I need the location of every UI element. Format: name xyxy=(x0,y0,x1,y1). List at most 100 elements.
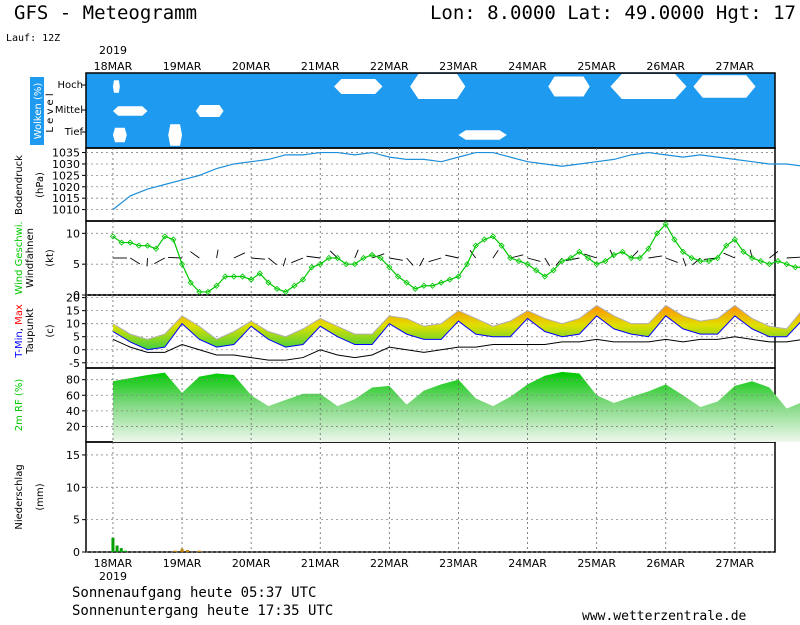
date-label-bottom: 25MAR xyxy=(577,557,616,570)
cloud-level-label: Hoch xyxy=(58,80,83,91)
wind-speed-point xyxy=(489,233,497,240)
wind-barb xyxy=(419,257,425,267)
clear-sky-patch xyxy=(334,79,383,94)
wind-speed-point xyxy=(291,282,298,289)
dewpoint-line xyxy=(112,336,800,361)
clear-sky-patch xyxy=(168,124,183,146)
date-label-top: 20MAR xyxy=(232,60,271,73)
wind-speed-point xyxy=(265,279,272,286)
wind-barb xyxy=(682,257,687,267)
cloud-axis-label: Wolken (%) xyxy=(33,83,44,140)
wind-speed-point xyxy=(178,261,186,268)
date-label-bottom: 26MAR xyxy=(646,557,685,570)
tmin-line xyxy=(112,315,800,351)
y-tick-label: 1025 xyxy=(52,169,80,182)
y-tick-label: 0 xyxy=(73,344,80,357)
wind-barb xyxy=(371,253,385,259)
wind-speed-point xyxy=(783,261,790,268)
wind-speed-point xyxy=(705,258,713,265)
page-title: GFS - Meteogramm xyxy=(14,2,198,24)
wind-speed-point xyxy=(541,273,548,280)
cloud-level-label: Tief xyxy=(64,127,84,138)
wind-barb xyxy=(584,253,597,259)
wind-speed-point xyxy=(299,276,307,283)
y-tick-label: 1030 xyxy=(52,158,80,171)
panel-frame xyxy=(85,147,776,222)
clear-sky-patch xyxy=(410,74,466,99)
date-label-bottom: 19MAR xyxy=(163,557,202,570)
wind-barb xyxy=(154,257,165,265)
precip-bar xyxy=(197,550,201,552)
clear-sky-patch xyxy=(693,75,756,98)
wind-speed-point xyxy=(533,267,540,274)
wind-unit-label: (kt) xyxy=(45,249,56,267)
wind-speed-point xyxy=(654,230,661,237)
wind-speed-point xyxy=(688,254,695,262)
date-label-bottom: 24MAR xyxy=(508,557,547,570)
wind-speed-point xyxy=(222,273,229,280)
y-tick-label: 0 xyxy=(73,546,80,559)
precip-bar xyxy=(123,550,127,552)
wind-barb xyxy=(469,250,477,259)
wind-speed-point xyxy=(196,288,203,295)
y-tick-label: 5 xyxy=(73,331,80,344)
wind-speed-point xyxy=(567,254,574,262)
wind-speed-point xyxy=(273,285,281,292)
wind-barb xyxy=(428,257,442,263)
wind-speed-point xyxy=(317,261,324,268)
date-label-top: 22MAR xyxy=(370,60,409,73)
wind-barb xyxy=(291,257,304,264)
wind-barb xyxy=(233,252,246,259)
wind-barb xyxy=(492,249,499,259)
wind-speed-point xyxy=(256,270,263,277)
wind-speed-point xyxy=(671,236,678,243)
model-run: Lauf: 12Z xyxy=(6,33,61,44)
wind-barb xyxy=(406,257,414,266)
wind-speed-point xyxy=(204,288,212,295)
y-tick-label: 1020 xyxy=(52,181,80,194)
wind-speed-point xyxy=(239,273,246,280)
wind-speed-point xyxy=(697,258,704,265)
wind-speed-point xyxy=(559,258,566,265)
temperature-axis-label: T-Min, Max xyxy=(14,304,25,359)
pressure-line xyxy=(112,151,800,211)
date-label-top: 23MAR xyxy=(439,60,478,73)
windbarb-axis-label: Windfahnen xyxy=(25,228,36,288)
date-label-top: 25MAR xyxy=(577,60,616,73)
wind-speed-point xyxy=(472,242,479,249)
wind-speed-point xyxy=(308,264,315,271)
clear-sky-patch xyxy=(548,76,590,97)
wind-speed-point xyxy=(144,242,151,249)
wind-barb xyxy=(354,249,359,259)
wind-speed-point xyxy=(515,258,522,265)
wind-speed-point xyxy=(602,258,609,265)
y-tick-label: 0 xyxy=(73,289,80,302)
wind-speed-point xyxy=(610,251,617,258)
date-label-top: 19MAR xyxy=(163,60,202,73)
wind-barb xyxy=(190,251,200,259)
wind-speed-point xyxy=(153,245,160,252)
wind-speed-point xyxy=(792,264,799,271)
wind-barb xyxy=(648,255,663,259)
year-label-bottom: 2019 xyxy=(99,570,127,583)
wind-barb xyxy=(389,257,403,261)
clear-sky-patch xyxy=(610,74,687,99)
y-tick-label: 15 xyxy=(66,305,80,318)
wind-speed-point xyxy=(412,285,419,292)
date-label-top: 26MAR xyxy=(646,60,685,73)
wind-speed-point xyxy=(187,279,194,286)
wind-speed-point xyxy=(369,251,376,258)
cloud-level-label: Mittel xyxy=(55,105,83,116)
wind-speed-point xyxy=(386,264,393,271)
temperature-unit-label: (c) xyxy=(45,324,56,337)
wind-barb xyxy=(723,252,736,259)
cloud-label-bg xyxy=(30,77,44,145)
wind-speed-point xyxy=(394,273,402,280)
panel-frame xyxy=(85,72,776,149)
wind-speed-point xyxy=(464,261,471,268)
precip-unit-label: (mm) xyxy=(35,483,46,510)
wind-speed-point xyxy=(377,254,384,262)
y-tick-label: 60 xyxy=(66,389,80,402)
wind-speed-point xyxy=(723,242,730,249)
